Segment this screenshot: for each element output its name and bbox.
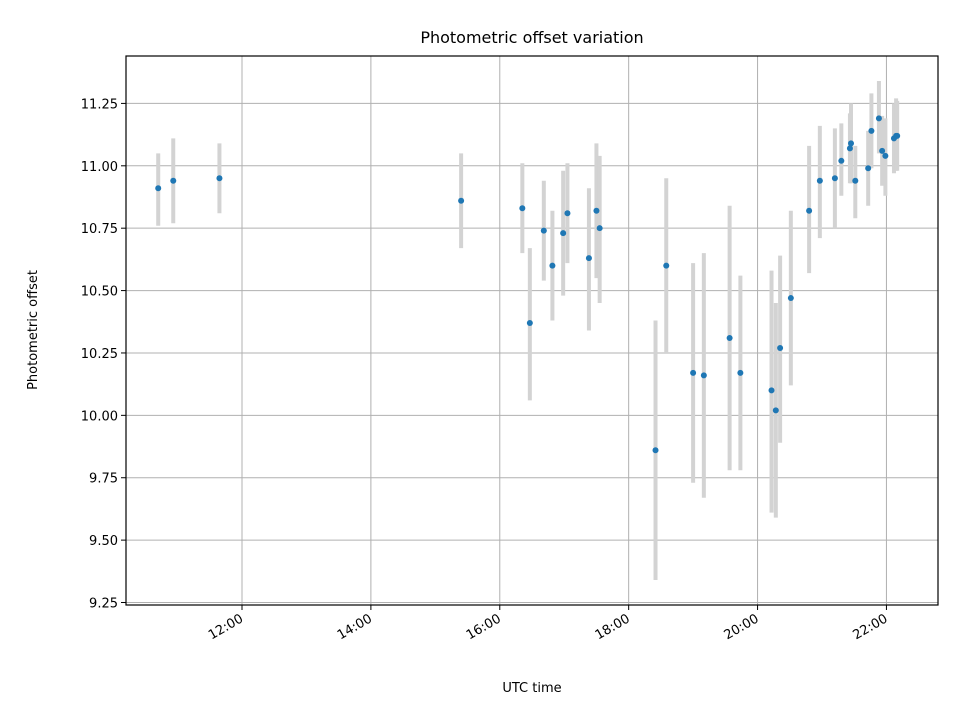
data-point xyxy=(777,344,784,351)
y-tick-label: 10.50 xyxy=(81,285,118,300)
data-point xyxy=(726,334,733,341)
y-tick-label: 9.50 xyxy=(89,534,118,549)
data-point xyxy=(868,127,875,134)
data-point xyxy=(879,147,886,154)
data-point xyxy=(458,197,465,204)
data-point xyxy=(663,262,670,269)
y-tick-label: 10.00 xyxy=(81,409,118,424)
x-axis-label: UTC time xyxy=(502,681,561,696)
data-point xyxy=(690,369,697,376)
data-point xyxy=(526,320,533,327)
data-point xyxy=(540,227,547,234)
data-point xyxy=(596,225,603,232)
data-point xyxy=(787,295,794,302)
data-point xyxy=(838,157,845,164)
data-point xyxy=(848,140,854,147)
data-point xyxy=(737,369,744,376)
chart-title: Photometric offset variation xyxy=(420,28,643,47)
data-point xyxy=(216,175,223,182)
data-points xyxy=(155,115,901,454)
data-point xyxy=(875,115,882,122)
data-point xyxy=(852,177,859,184)
data-point xyxy=(816,177,823,184)
data-point xyxy=(519,205,526,212)
y-tick-label: 10.75 xyxy=(81,222,118,237)
data-point xyxy=(865,165,872,172)
data-point xyxy=(806,207,813,214)
data-point xyxy=(894,132,901,139)
data-point xyxy=(560,230,567,237)
data-point xyxy=(768,387,775,394)
y-tick-label: 9.75 xyxy=(89,472,118,487)
y-axis-label: Photometric offset xyxy=(26,270,41,390)
data-point xyxy=(170,177,177,184)
data-point xyxy=(846,145,853,152)
data-point xyxy=(155,185,162,192)
data-point xyxy=(585,255,592,262)
y-tick-label: 9.25 xyxy=(89,597,118,612)
y-tick-label: 10.25 xyxy=(81,347,118,362)
data-point xyxy=(700,372,707,379)
data-point xyxy=(882,152,889,159)
data-point xyxy=(593,207,600,214)
data-point xyxy=(549,262,556,269)
y-tick-label: 11.25 xyxy=(81,97,118,112)
y-axis-ticks: 9.25 9.50 9.75 10.00 10.25 10.50 10.75 11.00 11.… xyxy=(81,97,126,612)
data-point xyxy=(831,175,838,182)
data-point xyxy=(564,210,571,217)
plot-frame xyxy=(125,55,939,606)
data-point xyxy=(772,407,779,414)
y-tick-label: 11.00 xyxy=(81,160,118,175)
data-point xyxy=(652,447,659,454)
